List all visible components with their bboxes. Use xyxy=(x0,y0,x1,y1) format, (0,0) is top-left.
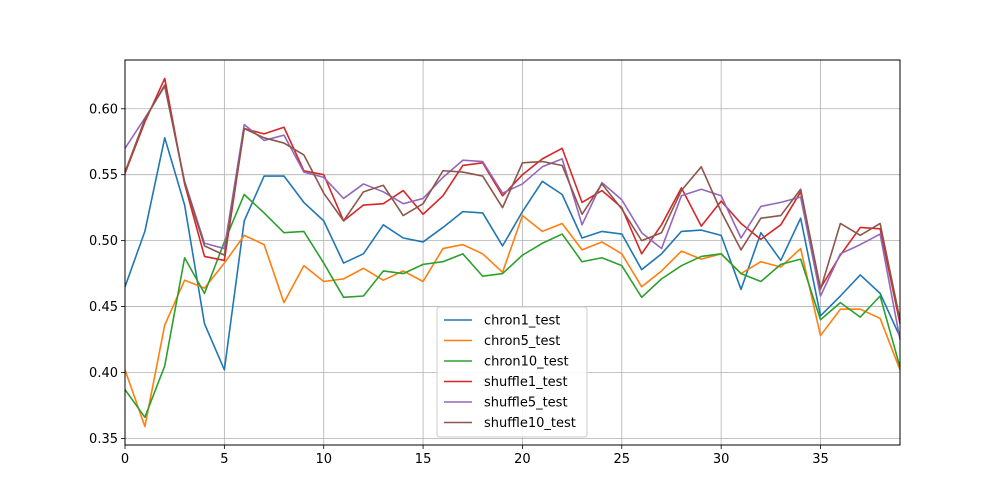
y-tick-label: 0.50 xyxy=(89,234,118,249)
legend-label-shuffle10_test: shuffle10_test xyxy=(484,416,576,431)
series-line-chron10_test xyxy=(124,193,901,419)
legend-box xyxy=(436,306,588,438)
y-tick-label: 0.60 xyxy=(89,102,118,117)
y-tick-label: 0.55 xyxy=(89,168,118,183)
x-tick-label: 20 xyxy=(514,452,531,467)
plot-frame xyxy=(124,59,901,446)
series-line-chron5_test xyxy=(124,214,901,428)
y-axis: 0.35 0.40 0.45 0.50 0.55 0.60 xyxy=(89,102,125,447)
x-tick-label: 30 xyxy=(713,452,730,467)
x-tick-label: 5 xyxy=(220,452,228,467)
x-tick-label: 10 xyxy=(315,452,332,467)
series-lines xyxy=(124,77,901,428)
x-axis: 0 5 10 15 20 25 30 35 xyxy=(121,445,829,467)
series-line-shuffle10_test xyxy=(124,84,901,320)
x-tick-label: 0 xyxy=(121,452,129,467)
legend-label-chron5_test: chron5_test xyxy=(484,334,560,349)
x-tick-label: 15 xyxy=(415,452,432,467)
y-tick-label: 0.35 xyxy=(89,432,118,447)
x-tick-label: 35 xyxy=(812,452,829,467)
x-tick-label: 25 xyxy=(614,452,631,467)
legend-label-shuffle1_test: shuffle1_test xyxy=(484,375,568,390)
legend: chron1_test chron5_test chron10_testshuffl… xyxy=(436,306,588,438)
legend-label-chron1_test: chron1_test xyxy=(484,314,560,329)
series-line-chron1_test xyxy=(124,136,901,371)
legend-label-chron10_test: chron10_test xyxy=(484,355,569,370)
y-tick-label: 0.45 xyxy=(89,300,118,315)
legend-label-shuffle5_test: shuffle5_test xyxy=(484,396,568,411)
y-tick-label: 0.40 xyxy=(89,366,118,381)
